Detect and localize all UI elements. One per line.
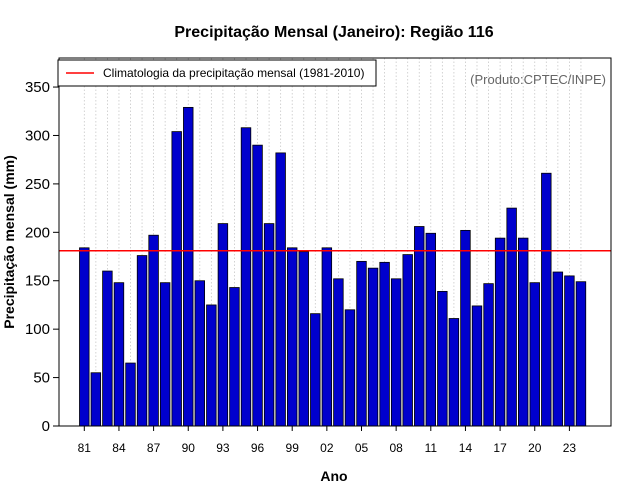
legend: Climatologia da precipitação mensal (198… <box>57 59 377 87</box>
x-tick-label: 14 <box>459 441 473 455</box>
bar-93 <box>217 223 229 427</box>
bar-11 <box>425 232 437 427</box>
x-tick-label: 02 <box>320 441 334 455</box>
bar-23 <box>564 275 575 427</box>
bar-21 <box>541 172 552 427</box>
bar-02 <box>321 247 333 427</box>
x-tick-label: 93 <box>216 441 230 455</box>
bar-07 <box>379 261 390 427</box>
bar-98 <box>275 152 286 427</box>
x-axis-label: Ano <box>320 468 347 484</box>
bar-13 <box>448 318 460 427</box>
bar-97 <box>263 223 275 427</box>
x-axis: 81 84 87 90 93 96 99 02 05 08 11 14 17 20 23 <box>78 426 577 455</box>
bar-05 <box>356 260 367 427</box>
x-tick-label: 05 <box>355 441 369 455</box>
x-tick-label: 81 <box>78 441 92 455</box>
bar-87 <box>148 234 159 427</box>
legend-label: Climatologia da precipitação mensal (198… <box>103 66 364 80</box>
bar-96 <box>252 144 263 427</box>
bar-16 <box>483 283 494 427</box>
bar-82 <box>90 372 102 427</box>
bar-90 <box>183 106 194 427</box>
y-tick-label: 300 <box>25 127 50 144</box>
x-tick-label: 23 <box>563 441 577 455</box>
bar-88 <box>159 282 171 427</box>
bar-00 <box>298 251 309 427</box>
y-tick-label: 250 <box>25 176 50 193</box>
bar-84 <box>113 282 125 427</box>
bar-18 <box>506 207 517 427</box>
bar-94 <box>229 287 240 427</box>
y-tick-label: 200 <box>25 224 50 241</box>
x-tick-label: 84 <box>112 441 126 455</box>
bar-03 <box>333 278 344 427</box>
bar-24 <box>575 281 587 427</box>
bar-92 <box>206 304 217 427</box>
y-axis: 0 50 100 150 200 250 300 350 <box>25 79 59 435</box>
bar-91 <box>194 280 206 427</box>
x-tick-label: 17 <box>493 441 507 455</box>
bar-15 <box>471 305 483 427</box>
y-tick-label: 100 <box>25 321 50 338</box>
bar-95 <box>240 127 252 427</box>
x-tick-label: 11 <box>425 441 438 455</box>
bar-09 <box>402 254 413 427</box>
bar-83 <box>102 270 113 427</box>
bar-17 <box>494 237 506 427</box>
bars <box>79 106 587 427</box>
source-note: (Produto:CPTEC/INPE) <box>470 72 606 87</box>
plot-frame <box>58 57 612 427</box>
x-tick-label: 90 <box>182 441 196 455</box>
bar-08 <box>390 278 402 427</box>
bar-04 <box>344 309 356 427</box>
x-tick-label: 08 <box>389 441 403 455</box>
bar-10 <box>414 226 425 427</box>
bar-01 <box>310 313 321 427</box>
bar-12 <box>437 290 448 427</box>
bar-81 <box>79 247 90 427</box>
y-tick-label: 50 <box>33 370 50 387</box>
chart-title: Precipitação Mensal (Janeiro): Região 11… <box>174 24 493 41</box>
bar-99 <box>286 247 298 427</box>
bar-19 <box>518 237 529 427</box>
bar-14 <box>460 229 471 427</box>
y-tick-label: 350 <box>25 79 50 96</box>
y-axis-label: Precipitação mensal (mm) <box>1 155 17 329</box>
bar-86 <box>136 255 148 427</box>
bar-22 <box>552 271 564 427</box>
legend-box <box>57 59 377 87</box>
x-tick-label: 87 <box>147 441 161 455</box>
bar-06 <box>367 267 379 427</box>
bar-89 <box>171 131 182 427</box>
y-tick-label: 0 <box>42 418 50 435</box>
x-tick-label: 20 <box>528 441 542 455</box>
x-tick-label: 99 <box>286 441 300 455</box>
bar-20 <box>529 282 540 427</box>
y-tick-label: 150 <box>25 273 50 290</box>
x-tick-label: 96 <box>251 441 265 455</box>
bar-85 <box>125 362 136 427</box>
